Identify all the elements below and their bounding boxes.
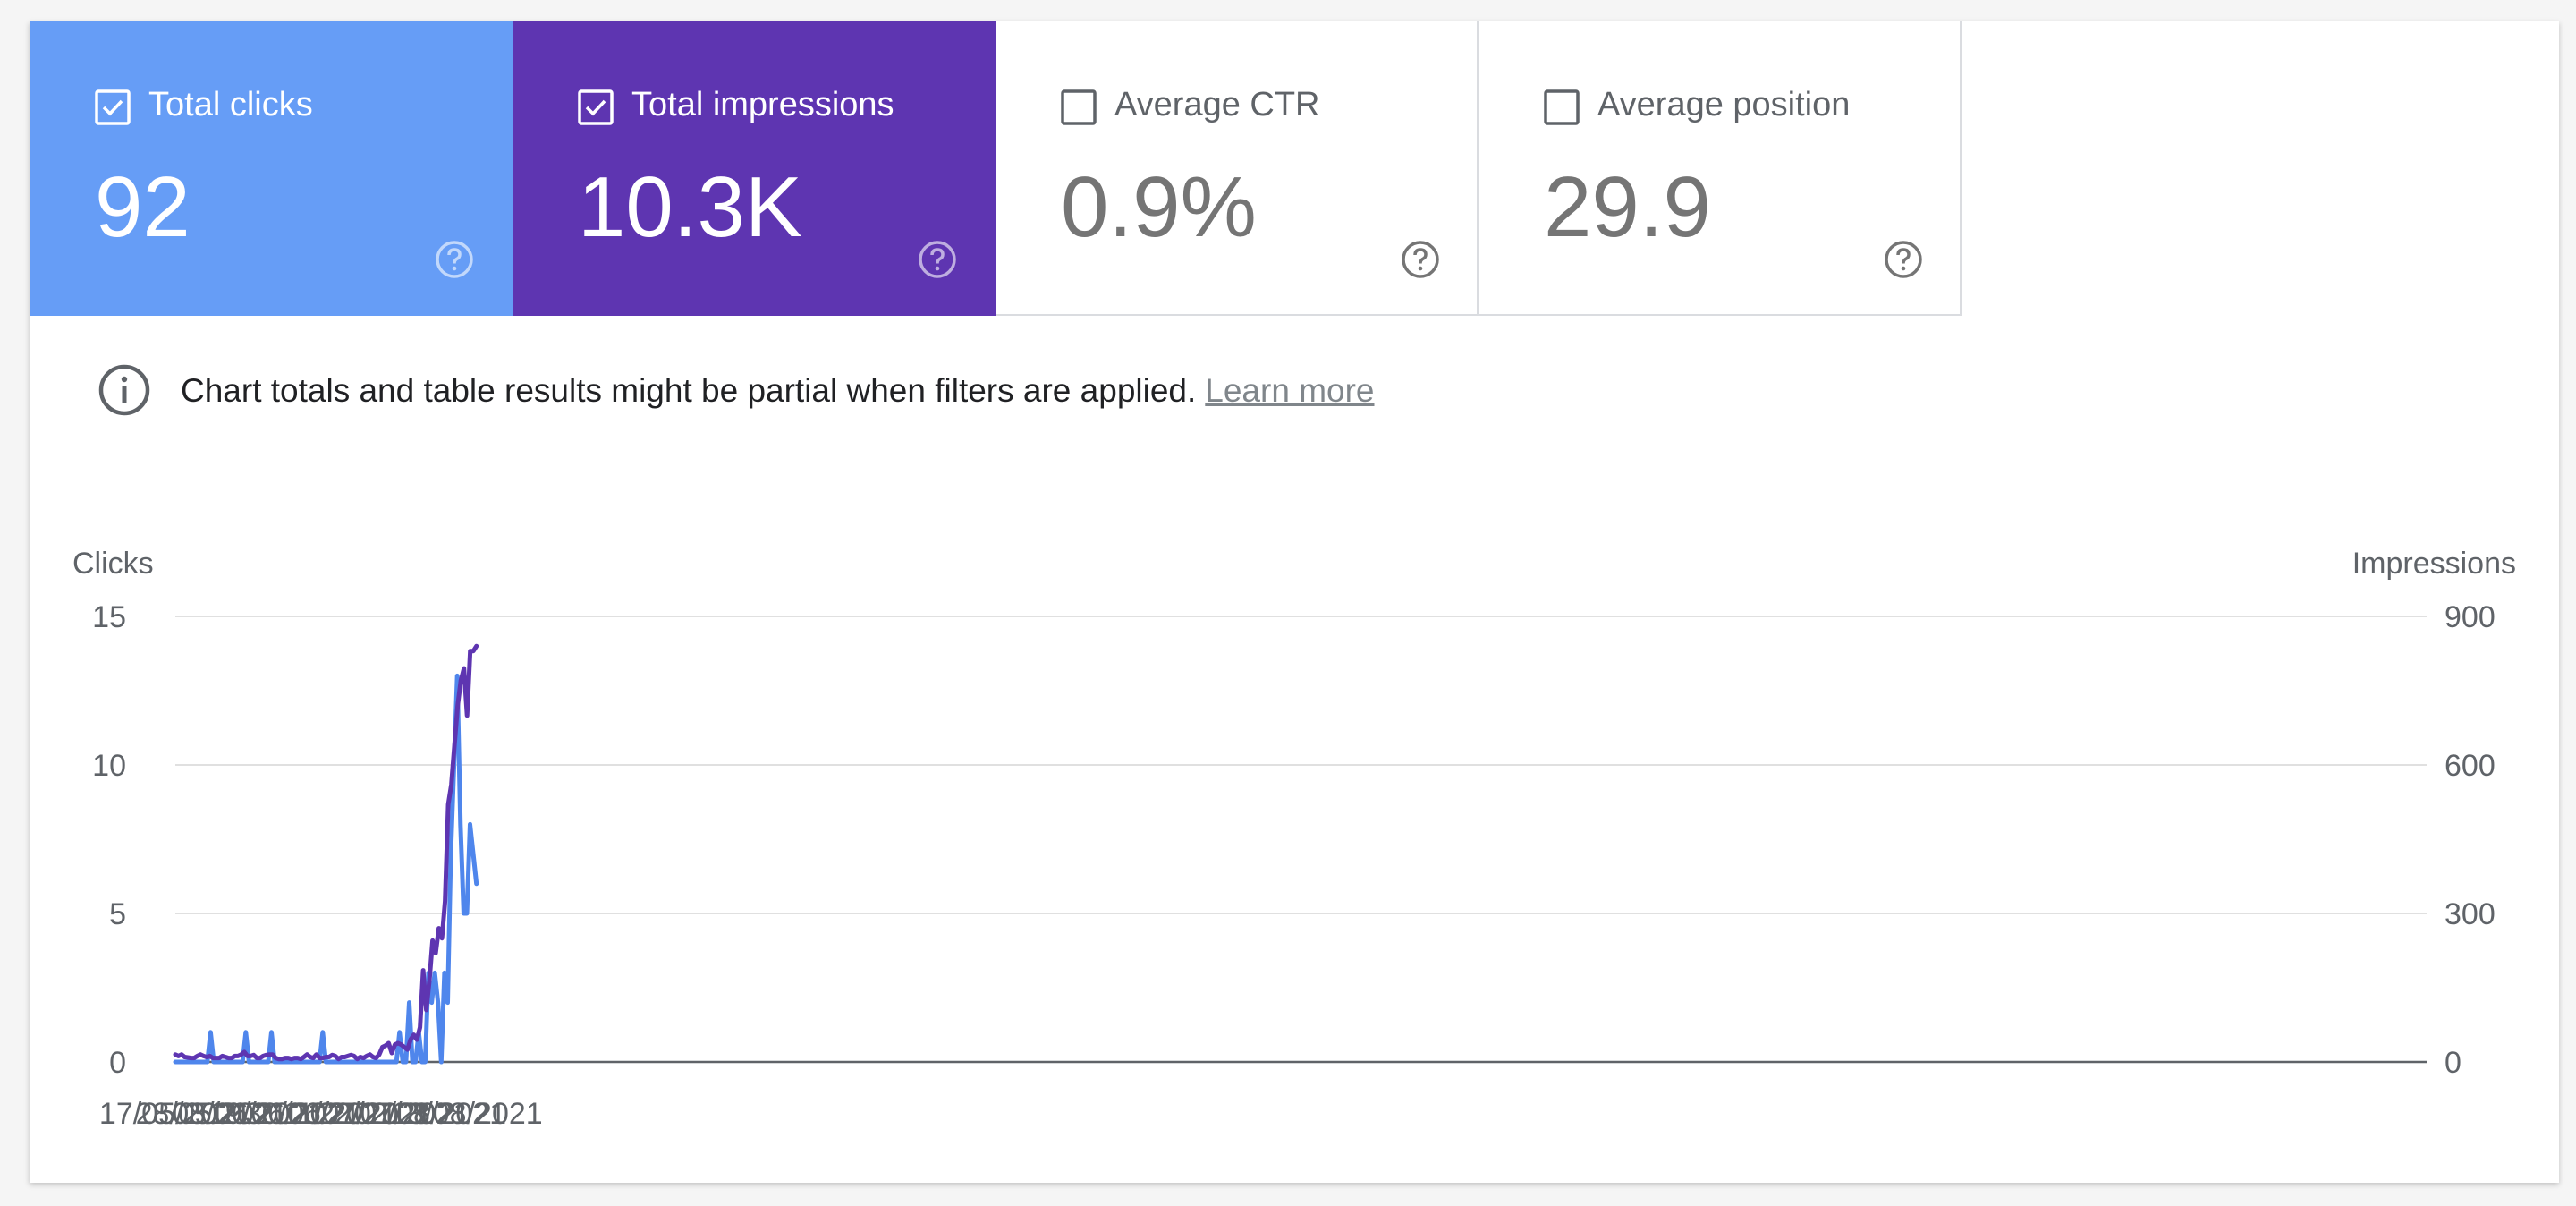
notice-message: Chart totals and table results might be … — [181, 372, 1197, 409]
checkbox-unchecked-icon[interactable] — [1061, 89, 1097, 125]
y-left-tick-label: 5 — [109, 897, 126, 931]
metric-cards: Total clicks 92 Total impressions 10.3K — [30, 21, 1962, 316]
y-right-tick-label: 900 — [2445, 600, 2496, 634]
y-left-tick-label: 15 — [92, 600, 126, 634]
x-tick-label: 22/07/2021 — [318, 1097, 470, 1131]
card-label: Total impressions — [631, 86, 894, 123]
series-lines — [173, 643, 479, 1065]
x-tick-label: 11/07/2021 — [283, 1097, 433, 1131]
card-value: 92 — [95, 159, 191, 255]
help-icon[interactable] — [435, 240, 474, 279]
card-average-ctr[interactable]: Average CTR 0.9% — [996, 21, 1479, 316]
help-icon[interactable] — [918, 240, 957, 279]
x-tick-label: 30/06/2021 — [245, 1097, 397, 1131]
card-average-position[interactable]: Average position 29.9 — [1479, 21, 1962, 316]
performance-chart: 0 5 10 15 0 300 600 900 Clicks Impressions 17/05/2… — [72, 547, 2516, 1131]
notice-text: Chart totals and table results might be … — [181, 372, 1375, 410]
checkbox-unchecked-icon[interactable] — [1544, 89, 1580, 125]
card-total-impressions[interactable]: Total impressions 10.3K — [513, 21, 996, 316]
y-right-axis-label: Impressions — [2352, 547, 2516, 581]
card-value: 10.3K — [578, 159, 802, 255]
x-tick-label: 13/08/2021 — [391, 1097, 543, 1131]
checkbox-checked-icon[interactable] — [578, 89, 614, 125]
card-label: Total clicks — [148, 86, 313, 123]
performance-panel: Total clicks 92 Total impressions 10.3K — [30, 21, 2559, 1183]
card-value: 29.9 — [1544, 159, 1711, 255]
card-label: Average position — [1597, 86, 1851, 123]
x-tick-label: 08/06/2021 — [172, 1097, 324, 1131]
y-left-tick-label: 0 — [109, 1046, 126, 1080]
series-line-impressions — [173, 643, 479, 1062]
card-value: 0.9% — [1061, 159, 1257, 255]
x-tick-label: 19/06/2021 — [208, 1097, 360, 1131]
x-tick-label: 02/08/2021 — [354, 1097, 506, 1131]
axes: 0 5 10 15 0 300 600 900 Clicks Impressions 17/05/2… — [72, 547, 2516, 1131]
learn-more-link[interactable]: Learn more — [1205, 372, 1375, 409]
y-right-tick-label: 0 — [2445, 1046, 2462, 1080]
card-total-clicks[interactable]: Total clicks 92 — [30, 21, 513, 316]
x-tick-label: 17/05/2021 — [99, 1097, 251, 1131]
x-tick-label: 28/05/2021 — [136, 1097, 288, 1131]
checkbox-checked-icon[interactable] — [95, 89, 131, 125]
y-right-tick-label: 300 — [2445, 897, 2496, 931]
grid — [175, 616, 2427, 1064]
help-icon[interactable] — [1884, 240, 1923, 279]
y-right-tick-label: 600 — [2445, 749, 2496, 783]
y-left-tick-label: 10 — [92, 749, 126, 783]
help-icon[interactable] — [1401, 240, 1440, 279]
info-icon — [98, 364, 150, 416]
y-left-axis-label: Clicks — [72, 547, 154, 581]
series-line-clicks — [173, 673, 479, 1065]
card-label: Average CTR — [1114, 86, 1320, 123]
